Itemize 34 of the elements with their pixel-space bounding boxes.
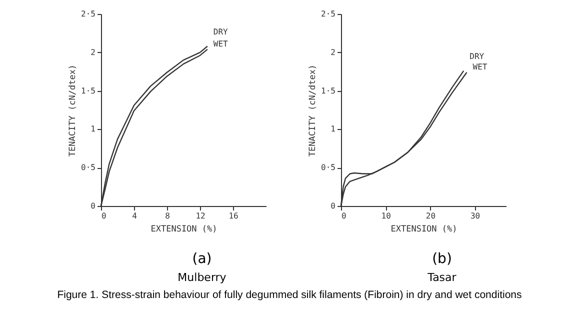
x-tick-label: 16 [228,212,238,220]
caption: Figure 1. Stress-strain behaviour of fully degummed silk filaments (Fibroin) in dry and wet conditions [56,289,523,301]
series-label: WET [213,39,228,48]
x-tick-label: 20 [426,212,436,220]
y-tick-label: 2 [90,48,96,57]
y-tick-label: 1 [90,124,96,134]
y-axis-title: TENACITY (cN/dtex) [308,64,318,157]
text: (b) [431,251,453,267]
x-tick-label: 10 [381,212,392,220]
x-tick-label: 12 [196,212,206,220]
y-tick-label: 1·5 [81,86,96,96]
y-tick-label: 0·5 [321,163,336,172]
y-tick-label: 2·5 [81,10,96,18]
text: (a) [191,251,213,267]
y-axis-title: TENACITY (cN/dtex) [68,64,78,157]
y-tick-label: 0·5 [81,163,96,172]
y-tick-label: 0 [330,202,336,210]
y-tick-label: 2 [330,48,336,57]
y-tick-label: 1 [330,124,336,134]
x-axis-title: EXTENSION (%) [150,224,218,234]
y-tick-label: 1·5 [321,86,336,96]
x-tick-label: 0 [342,212,346,220]
x-axis-title: EXTENSION (%) [390,224,458,234]
x-tick-label: 8 [165,212,170,220]
x-tick-label: 0 [102,212,106,220]
x-tick-label: 4 [132,212,138,220]
series-label: DRY [470,52,484,61]
y-tick-label: 0 [90,202,96,210]
x-tick-label: 30 [470,212,480,220]
text: Tasar [426,271,458,285]
series-label: WET [472,62,488,72]
series-label: DRY [213,27,228,36]
y-tick-label: 2·5 [321,10,336,18]
text: Mulberry [176,271,228,285]
